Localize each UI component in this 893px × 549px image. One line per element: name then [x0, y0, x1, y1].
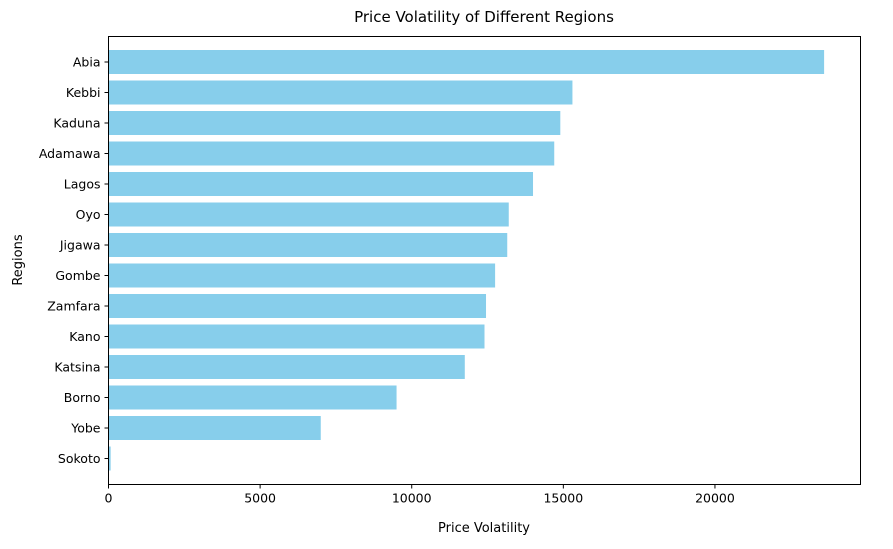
- bar-yobe: [108, 416, 321, 440]
- y-tick-label-sokoto: Sokoto: [58, 451, 101, 466]
- bar-sokoto: [108, 446, 111, 471]
- x-tick-label-20000: 20000: [695, 491, 735, 506]
- y-tick-label-lagos: Lagos: [64, 177, 101, 192]
- bar-kano: [108, 324, 485, 349]
- x-axis-ticks: 0 5000 10000 15000 20000: [105, 484, 735, 506]
- y-tick-label-oyo: Oyo: [76, 207, 101, 222]
- bar-kaduna: [108, 111, 561, 135]
- bar-jigawa: [108, 233, 508, 257]
- x-tick-label-15000: 15000: [543, 491, 583, 506]
- y-tick-label-jigawa: Jigawa: [59, 238, 101, 253]
- y-tick-label-abia: Abia: [73, 55, 101, 70]
- x-axis-label: Price Volatility: [438, 521, 530, 536]
- y-tick-label-yobe: Yobe: [70, 421, 101, 436]
- bar-abia: [108, 50, 825, 74]
- bar-zamfara: [108, 294, 487, 318]
- x-tick-label-5000: 5000: [244, 491, 276, 506]
- y-tick-label-zamfara: Zamfara: [47, 299, 100, 314]
- bar-gombe: [108, 263, 496, 288]
- y-axis-label: Regions: [11, 234, 26, 286]
- y-tick-label-gombe: Gombe: [55, 268, 100, 283]
- y-tick-label-katsina: Katsina: [54, 360, 100, 375]
- bar-katsina: [108, 355, 465, 379]
- chart-title: Price Volatility of Different Regions: [354, 8, 614, 26]
- y-axis-ticks: Abia Kebbi Kaduna Adamawa Lagos Oyo Jigawa Gomb…: [39, 55, 109, 466]
- bar-oyo: [108, 202, 509, 227]
- y-tick-label-adamawa: Adamawa: [39, 146, 101, 161]
- bar-kebbi: [108, 80, 573, 105]
- bar-adamawa: [108, 141, 555, 166]
- x-tick-label-10000: 10000: [392, 491, 432, 506]
- y-tick-label-kaduna: Kaduna: [53, 116, 100, 131]
- y-tick-label-kebbi: Kebbi: [66, 85, 101, 100]
- x-tick-label-0: 0: [105, 491, 113, 506]
- plot-area-frame: [108, 36, 861, 485]
- bar-lagos: [108, 172, 534, 196]
- y-tick-label-kano: Kano: [69, 329, 100, 344]
- y-tick-label-borno: Borno: [64, 390, 101, 405]
- bars-layer: [108, 50, 825, 471]
- bar-borno: [108, 385, 397, 410]
